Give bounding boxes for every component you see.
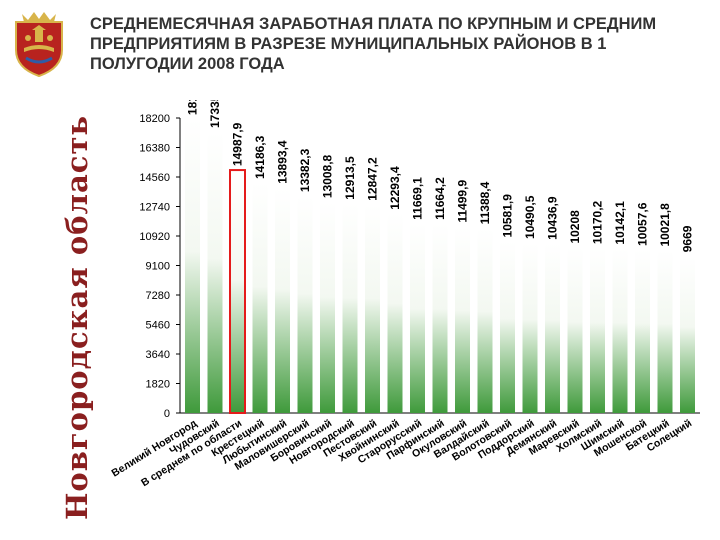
sidebar: Новгородская область [0,0,94,540]
y-axis: 0 1820 3640 5460 7280 9100 10920 12740 14560 1638… [139,113,700,420]
bar [432,223,448,413]
value-label: 10208 [568,210,582,244]
value-label: 13008,8 [321,154,335,198]
y-tick-label: 10920 [139,231,170,243]
value-label: 10021,8 [658,203,672,247]
value-label: 13382,3 [298,148,312,192]
value-label: 10490,5 [523,195,537,239]
value-label: 9669 [681,225,695,252]
value-label: 11669,1 [411,177,425,220]
value-label: 10436,9 [546,196,560,240]
bar [320,202,335,413]
bar [455,226,470,413]
bar [635,249,650,413]
bar [229,169,246,414]
y-tick-label: 1820 [146,379,170,391]
page-title: СРЕДНЕМЕСЯЧНАЯ ЗАРАБОТНАЯ ПЛАТА ПО КРУПН… [90,15,657,73]
bar [387,213,403,413]
bar [207,132,223,413]
value-label: 11499,9 [456,180,470,223]
value-label: 18132 [186,100,200,115]
bar [365,204,380,413]
y-tick-label: 12740 [139,202,170,214]
bar [342,203,358,413]
bar [567,247,583,413]
y-tick-label: 0 [164,408,170,420]
value-label: 12293,4 [388,166,402,210]
bar-chart: 0 1820 3640 5460 7280 9100 10920 12740 14560 1638… [110,100,700,489]
y-tick-label: 3640 [146,349,170,361]
bar [410,223,425,413]
bar [275,187,290,413]
bar [657,250,673,413]
bar [522,242,538,413]
bar [477,228,493,413]
value-label: 14987,9 [231,122,245,166]
y-tick-label: 7280 [146,290,170,302]
value-label: 12847,2 [366,157,380,201]
bar [680,256,695,413]
bar [612,248,628,413]
value-label: 11388,4 [478,181,492,224]
value-label: 10581,9 [501,194,515,238]
y-tick-label: 9100 [146,261,170,273]
bar [185,119,200,413]
bar [297,196,313,413]
bar [500,241,515,413]
y-tick-label: 5460 [146,320,170,332]
value-label: 14186,3 [253,135,267,179]
value-label: 10170,2 [591,200,605,244]
bar [252,183,268,413]
value-label: 10057,6 [636,202,650,246]
value-label: 10142,1 [613,201,627,245]
value-label: 12913,5 [343,156,357,200]
value-labels: 18132 17335,8 14987,9 14186,3 13893,4 13382,3… [186,100,695,252]
y-tick-label: 14560 [139,172,170,184]
bars [185,119,695,414]
value-label: 17335,8 [208,100,222,128]
bar [590,248,605,413]
value-label: 11664,2 [433,177,447,220]
coat-of-arms-icon [15,12,63,78]
y-tick-label: 18200 [139,113,170,125]
y-tick-label: 16380 [139,143,170,155]
bar [545,243,560,413]
value-label: 13893,4 [276,140,290,184]
